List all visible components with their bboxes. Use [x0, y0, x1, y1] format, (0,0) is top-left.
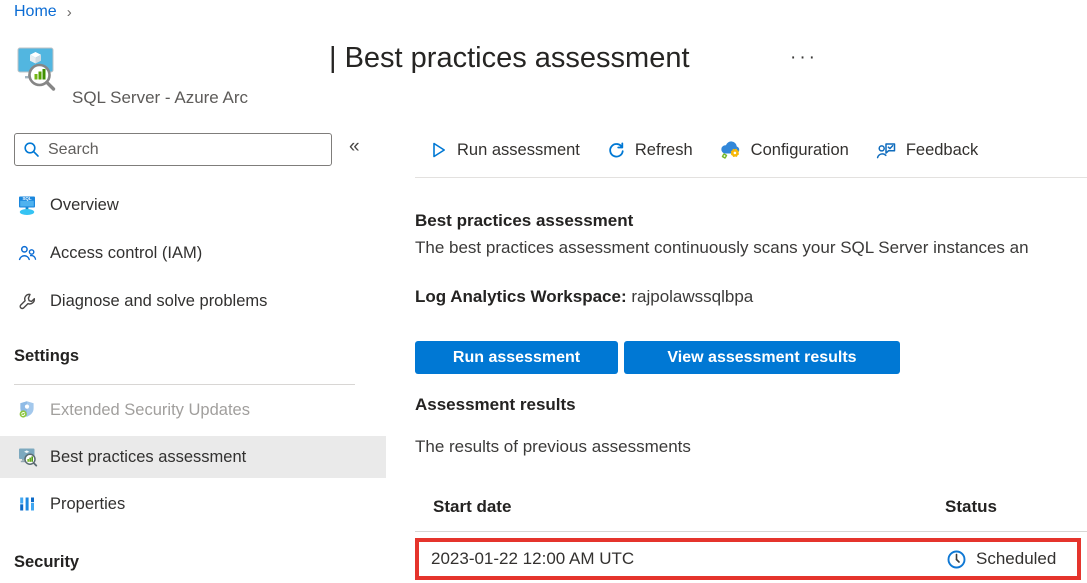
more-menu-button[interactable]: ···: [790, 47, 818, 68]
sidebar-item-label: Extended Security Updates: [50, 400, 250, 419]
sidebar-divider: [14, 384, 355, 385]
toolbar-divider: [415, 177, 1087, 178]
sql-server-icon: SQL: [16, 195, 38, 216]
status-badge: Scheduled: [976, 549, 1057, 568]
sidebar-item-diagnose[interactable]: Diagnose and solve problems: [0, 282, 386, 320]
assessment-results-title: Assessment results: [415, 395, 576, 414]
column-header-start-date[interactable]: Start date: [433, 497, 512, 516]
shield-icon: [16, 400, 38, 420]
people-icon: [16, 244, 38, 262]
properties-icon: [16, 495, 38, 513]
sidebar-search: [14, 133, 332, 166]
feedback-icon: [876, 141, 897, 160]
sidebar-item-label: Overview: [50, 195, 119, 214]
sidebar-item-label: Best practices assessment: [50, 447, 247, 466]
breadcrumb: Home ›: [14, 3, 72, 21]
workspace-value: rajpolawssqlbpa: [626, 287, 754, 306]
start-date-cell: 2023-01-22 12:00 AM UTC: [431, 549, 635, 568]
assessment-icon: [16, 447, 38, 467]
svg-text:SQL: SQL: [22, 196, 31, 201]
sidebar-item-access-control[interactable]: Access control (IAM): [0, 234, 386, 272]
status-cell: Scheduled: [946, 549, 1056, 570]
sidebar-item-label: Properties: [50, 494, 126, 513]
cloud-gear-icon: [720, 140, 742, 160]
command-label: Refresh: [634, 140, 693, 159]
sidebar-item-overview[interactable]: SQL Overview: [0, 186, 386, 224]
breadcrumb-home-link[interactable]: Home: [14, 3, 57, 20]
command-label: Feedback: [905, 140, 979, 159]
sidebar-section-settings: Settings: [14, 347, 80, 365]
resource-name: SQL Server - Azure Arc: [72, 88, 249, 107]
view-assessment-results-button[interactable]: View assessment results: [624, 341, 900, 374]
play-icon: [430, 141, 448, 159]
feedback-command[interactable]: Feedback: [876, 141, 978, 160]
sidebar-section-security: Security: [14, 553, 80, 571]
run-assessment-command[interactable]: Run assessment: [430, 141, 580, 160]
sidebar-item-properties[interactable]: Properties: [0, 485, 386, 523]
assessment-results-subtitle: The results of previous assessments: [415, 437, 691, 456]
command-bar: Run assessment Refresh: [430, 136, 978, 164]
section-description: The best practices assessment continuous…: [415, 238, 1029, 257]
clock-icon: [946, 549, 967, 570]
breadcrumb-chevron-icon: ›: [66, 3, 72, 21]
refresh-command[interactable]: Refresh: [607, 141, 693, 160]
run-assessment-button[interactable]: Run assessment: [415, 341, 618, 374]
wrench-icon: [16, 292, 38, 311]
column-header-status[interactable]: Status: [945, 497, 997, 516]
page-title: | Best practices assessment: [329, 42, 690, 74]
search-input[interactable]: [48, 140, 323, 159]
sidebar-item-label: Diagnose and solve problems: [50, 291, 268, 310]
section-title: Best practices assessment: [415, 211, 634, 230]
table-row[interactable]: 2023-01-22 12:00 AM UTC Scheduled: [415, 538, 1081, 580]
search-icon: [23, 141, 40, 158]
workspace-label: Log Analytics Workspace:: [415, 287, 627, 306]
configuration-command[interactable]: Configuration: [720, 140, 849, 160]
sql-server-azure-arc-icon: [12, 44, 60, 97]
sidebar-collapse-button[interactable]: «: [349, 136, 360, 157]
command-label: Run assessment: [457, 140, 580, 159]
sidebar-item-extended-security-updates[interactable]: Extended Security Updates: [0, 391, 386, 429]
log-analytics-workspace: Log Analytics Workspace: rajpolawssqlbpa: [415, 287, 753, 307]
command-label: Configuration: [750, 140, 849, 159]
refresh-icon: [607, 141, 626, 160]
table-header-divider: [415, 531, 1087, 532]
sidebar-item-label: Access control (IAM): [50, 243, 203, 262]
sidebar-item-best-practices-assessment[interactable]: Best practices assessment: [0, 436, 386, 478]
